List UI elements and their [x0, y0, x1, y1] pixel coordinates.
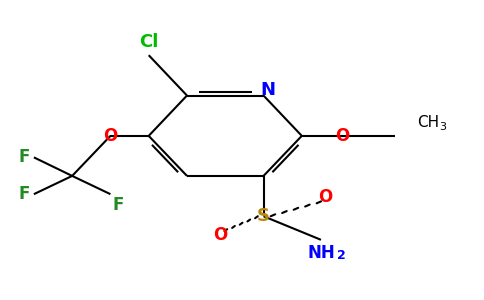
- Text: F: F: [19, 185, 30, 203]
- Text: O: O: [335, 127, 349, 145]
- Text: Cl: Cl: [139, 33, 158, 51]
- Text: CH: CH: [417, 115, 439, 130]
- Text: O: O: [213, 226, 227, 244]
- Text: 3: 3: [439, 122, 446, 132]
- Text: F: F: [19, 148, 30, 166]
- Text: F: F: [113, 196, 124, 214]
- Text: 2: 2: [337, 249, 346, 262]
- Text: O: O: [318, 188, 333, 206]
- Text: O: O: [103, 127, 118, 145]
- Text: N: N: [261, 81, 276, 99]
- Text: S: S: [257, 207, 270, 225]
- Text: NH: NH: [307, 244, 335, 262]
